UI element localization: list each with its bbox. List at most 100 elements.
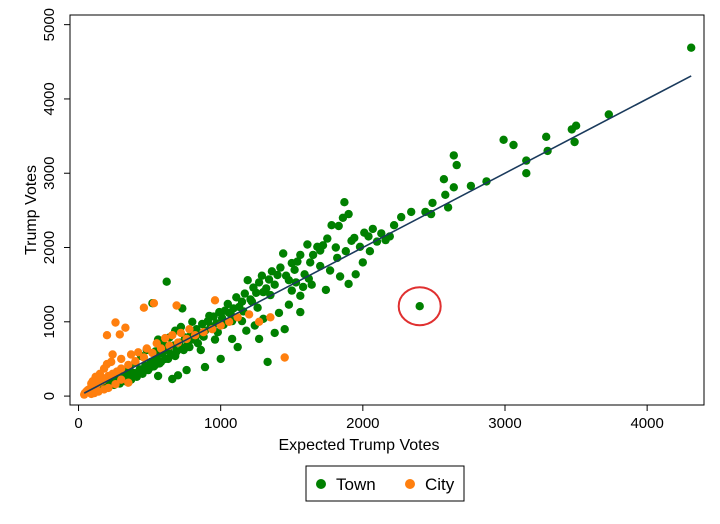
town-point — [466, 181, 476, 191]
town-point — [542, 132, 551, 141]
city-point — [121, 323, 130, 332]
town-point — [368, 224, 377, 234]
town-point — [323, 234, 332, 243]
series-city — [80, 296, 289, 399]
town-point — [296, 250, 305, 260]
y-tick-label: 4000 — [41, 82, 58, 115]
town-point — [168, 374, 177, 384]
town-point — [296, 307, 305, 317]
city-point — [176, 328, 186, 338]
city-point — [142, 344, 151, 353]
town-point — [331, 243, 340, 252]
town-point — [162, 277, 171, 286]
y-tick-label: 2000 — [41, 231, 58, 264]
legend-label-town: Town — [336, 475, 376, 494]
data-points — [80, 43, 696, 399]
city-point — [111, 380, 120, 389]
town-point — [290, 265, 299, 274]
town-point — [499, 135, 508, 144]
legend-box — [305, 465, 465, 502]
city-point — [161, 333, 170, 343]
town-point — [232, 293, 241, 302]
city-point — [111, 318, 120, 327]
town-point — [215, 307, 224, 317]
town-point — [253, 303, 262, 312]
town-point — [439, 175, 449, 184]
legend-marker-town — [316, 479, 326, 489]
town-point — [335, 272, 345, 281]
city-point — [117, 354, 126, 364]
town-point — [327, 221, 336, 230]
x-tick-label: 2000 — [346, 415, 379, 432]
town-point — [205, 311, 214, 321]
city-point — [134, 348, 143, 357]
town-point — [567, 125, 576, 134]
city-point — [108, 350, 117, 359]
y-axis-title: Trump Votes — [23, 165, 40, 255]
town-point — [687, 43, 696, 52]
town-point — [279, 249, 288, 258]
city-point — [102, 331, 112, 340]
town-point — [284, 300, 294, 309]
town-point — [242, 326, 251, 335]
town-point — [308, 250, 318, 260]
outlier-highlight-circle — [397, 286, 442, 327]
town-point — [153, 371, 163, 381]
city-point — [139, 353, 149, 362]
annotation — [397, 286, 442, 327]
city-point — [107, 357, 116, 367]
town-point — [570, 137, 579, 147]
y-axis: 0 1000 2000 3000 4000 5000 — [41, 8, 70, 400]
city-point — [266, 313, 275, 322]
city-point — [152, 339, 161, 348]
city-point — [126, 350, 136, 359]
town-point — [298, 282, 308, 292]
town-point — [347, 236, 356, 245]
town-point — [240, 289, 249, 298]
town-point — [171, 351, 180, 361]
x-axis: 0 1000 2000 3000 4000 — [74, 405, 664, 432]
town-point — [341, 247, 350, 256]
city-point — [115, 330, 125, 339]
city-point — [210, 296, 220, 305]
town-point — [128, 371, 137, 380]
town-point — [233, 342, 242, 352]
town-point — [196, 345, 205, 355]
town-point — [338, 213, 348, 222]
city-point — [185, 325, 194, 334]
town-point — [344, 279, 353, 289]
town-point — [270, 328, 279, 338]
town-point — [257, 271, 267, 280]
town-point — [198, 319, 207, 329]
town-point — [270, 280, 279, 289]
town-point — [365, 247, 375, 256]
x-axis-title: Expected Trump Votes — [279, 437, 440, 454]
town-point — [259, 287, 268, 297]
town-point — [360, 228, 369, 237]
town-point — [216, 354, 225, 364]
town-point — [449, 151, 458, 160]
city-point — [225, 317, 234, 326]
legend: Town City — [305, 465, 465, 502]
x-tick-label: 3000 — [488, 415, 521, 432]
legend-marker-city — [405, 479, 415, 489]
town-point — [281, 271, 291, 280]
city-point — [117, 375, 126, 384]
city-point — [124, 360, 133, 370]
town-point — [407, 207, 416, 217]
town-point — [522, 169, 531, 178]
y-tick-label: 0 — [41, 392, 58, 400]
town-point — [227, 334, 237, 344]
city-point — [149, 299, 159, 308]
city-point — [148, 348, 157, 358]
town-point — [188, 317, 197, 326]
town-point — [274, 308, 284, 318]
town-point — [306, 258, 315, 267]
town-point — [449, 183, 458, 192]
town-point — [254, 278, 264, 287]
town-point — [225, 308, 234, 318]
town-point — [287, 258, 296, 268]
town-point — [452, 160, 461, 170]
town-point — [276, 263, 285, 272]
